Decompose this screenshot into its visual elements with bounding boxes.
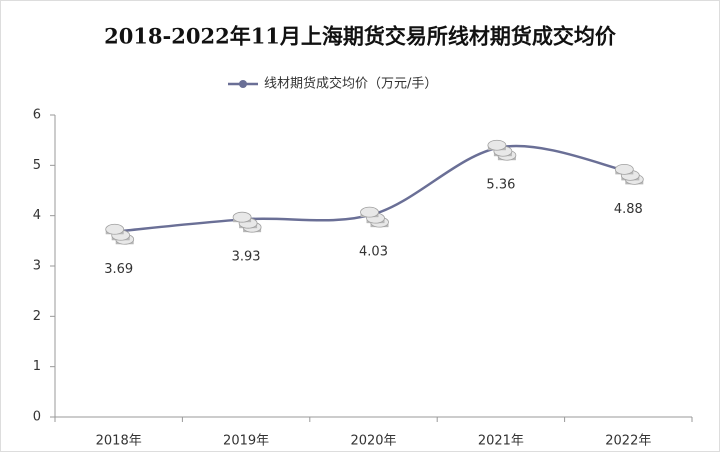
legend-label: 线材期货成交均价（万元/手）: [264, 76, 437, 92]
x-tick-label: 2020年: [350, 434, 396, 449]
coin: [614, 163, 634, 175]
marker: [232, 211, 262, 233]
y-tick-label: 2: [33, 309, 41, 324]
legend-marker: [239, 80, 247, 88]
y-tick-label: 3: [33, 259, 41, 274]
x-tick-label: 2018年: [96, 434, 142, 449]
marker: [105, 223, 135, 245]
value-label: 5.36: [486, 178, 515, 193]
x-tick-label: 2019年: [223, 434, 269, 449]
coin: [360, 206, 379, 218]
value-label: 4.88: [614, 202, 643, 217]
y-tick-label: 5: [33, 158, 41, 173]
x-tick-label: 2022年: [605, 434, 651, 449]
y-tick-label: 4: [33, 208, 41, 223]
chart-title: 2018-2022年11月上海期货交易所线材期货成交均价: [104, 24, 617, 49]
marker: [487, 139, 517, 161]
y-tick-label: 1: [33, 359, 41, 374]
coin: [232, 211, 252, 223]
marker: [614, 163, 644, 185]
y-tick-label: 6: [33, 108, 41, 123]
marker: [360, 206, 389, 228]
coin: [105, 223, 125, 235]
y-tick-label: 0: [33, 410, 41, 425]
value-label: 4.03: [359, 245, 388, 260]
value-label: 3.93: [232, 250, 261, 265]
value-label: 3.69: [104, 262, 133, 277]
coin: [487, 139, 507, 151]
x-tick-label: 2021年: [478, 434, 524, 449]
